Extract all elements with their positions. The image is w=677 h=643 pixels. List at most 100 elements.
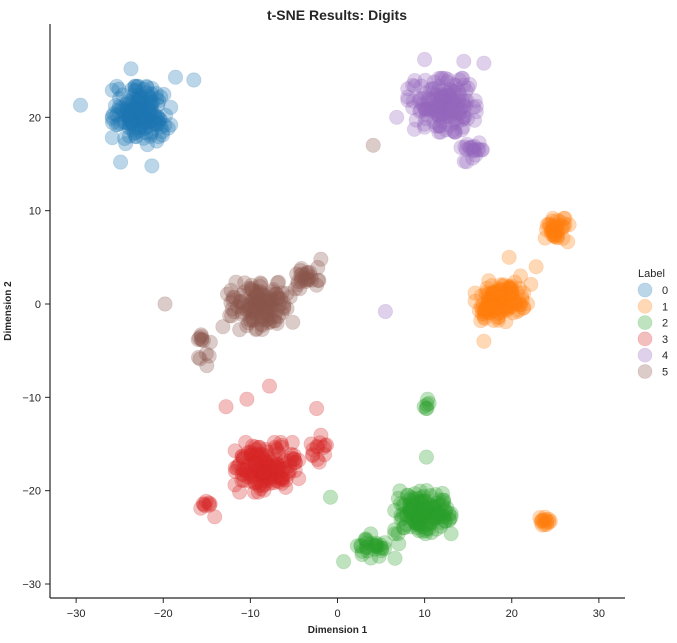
scatter-point xyxy=(237,275,253,291)
scatter-point xyxy=(136,114,152,131)
scatter-point xyxy=(263,459,279,475)
scatter-point xyxy=(268,465,284,481)
scatter-point xyxy=(409,520,425,536)
scatter-point xyxy=(464,150,481,166)
scatter-point xyxy=(474,301,491,317)
scatter-point xyxy=(193,332,210,348)
scatter-point xyxy=(253,284,270,301)
scatter-point xyxy=(125,100,141,117)
scatter-point xyxy=(412,510,428,526)
scatter-point xyxy=(290,276,306,293)
scatter-point xyxy=(414,519,430,535)
scatter-point xyxy=(139,85,155,101)
scatter-point xyxy=(508,296,524,312)
scatter-point xyxy=(393,507,409,523)
scatter-point xyxy=(248,320,264,337)
scatter-point xyxy=(138,94,154,110)
scatter-point xyxy=(446,124,462,140)
scatter-point xyxy=(481,295,497,311)
scatter-point xyxy=(281,466,297,482)
scatter-point xyxy=(512,297,529,313)
scatter-point xyxy=(457,93,473,109)
scatter-point xyxy=(118,136,134,152)
scatter-point xyxy=(416,51,433,68)
scatter-point xyxy=(430,97,446,113)
y-tick-label: −10 xyxy=(22,392,41,404)
scatter-point xyxy=(255,297,271,313)
scatter-point xyxy=(429,495,445,511)
scatter-point xyxy=(497,298,513,314)
scatter-point xyxy=(136,114,153,130)
scatter-point xyxy=(246,301,262,317)
scatter-point xyxy=(545,223,561,239)
scatter-point xyxy=(132,98,148,114)
scatter-point xyxy=(417,500,433,516)
scatter-point xyxy=(232,294,248,311)
scatter-point xyxy=(359,539,375,555)
scatter-point xyxy=(437,503,454,520)
scatter-point xyxy=(477,301,493,317)
scatter-point xyxy=(417,101,433,117)
scatter-point xyxy=(411,494,427,510)
scatter-point xyxy=(434,100,450,116)
scatter-point xyxy=(132,91,148,108)
scatter-point xyxy=(549,227,566,243)
scatter-point xyxy=(442,117,458,133)
scatter-point xyxy=(255,447,271,463)
scatter-point xyxy=(239,317,255,334)
scatter-point xyxy=(253,465,269,482)
scatter-point xyxy=(476,306,492,322)
scatter-point xyxy=(439,97,456,114)
legend-title: Label xyxy=(638,268,665,280)
scatter-point xyxy=(418,502,434,518)
scatter-point xyxy=(253,300,269,316)
scatter-point xyxy=(485,284,501,300)
scatter-point xyxy=(268,286,285,302)
scatter-point xyxy=(433,518,449,535)
scatter-point xyxy=(261,470,277,486)
scatter-point xyxy=(146,107,162,123)
scatter-point xyxy=(429,506,445,523)
scatter-point xyxy=(309,439,326,455)
scatter-point xyxy=(433,124,449,140)
scatter-point xyxy=(262,290,278,306)
y-tick-label: 0 xyxy=(35,299,41,311)
scatter-point xyxy=(249,288,265,304)
scatter-point xyxy=(413,494,429,511)
scatter-point xyxy=(261,469,278,486)
scatter-point xyxy=(419,107,435,123)
scatter-point xyxy=(254,467,270,484)
scatter-point xyxy=(112,90,128,107)
scatter-point xyxy=(425,103,441,120)
scatter-point xyxy=(399,507,415,523)
scatter-point xyxy=(278,472,294,488)
scatter-point xyxy=(289,266,305,282)
scatter-point xyxy=(300,272,316,288)
scatter-point xyxy=(439,74,456,90)
scatter-point xyxy=(150,97,166,113)
y-axis-ticks: −30 −20 −10 0 10 20 xyxy=(22,112,50,591)
scatter-point xyxy=(435,492,451,508)
scatter-point xyxy=(259,312,275,328)
scatter-point xyxy=(137,103,153,119)
legend-label: 4 xyxy=(662,350,668,362)
scatter-point xyxy=(207,509,223,525)
scatter-point xyxy=(443,97,459,113)
scatter-point xyxy=(248,288,264,304)
scatter-point xyxy=(123,102,139,118)
scatter-point xyxy=(441,100,457,116)
scatter-point xyxy=(498,300,514,316)
scatter-point xyxy=(480,291,496,308)
scatter-point xyxy=(428,486,444,503)
scatter-point xyxy=(262,313,278,330)
scatter-point xyxy=(110,116,127,133)
scatter-point xyxy=(534,512,550,529)
scatter-point xyxy=(245,309,261,325)
scatter-point xyxy=(456,53,472,69)
series-4 xyxy=(377,51,492,320)
scatter-point xyxy=(454,111,470,128)
scatter-point xyxy=(421,395,437,411)
scatter-point xyxy=(443,102,459,118)
scatter-point xyxy=(498,282,514,299)
scatter-point xyxy=(243,280,260,296)
